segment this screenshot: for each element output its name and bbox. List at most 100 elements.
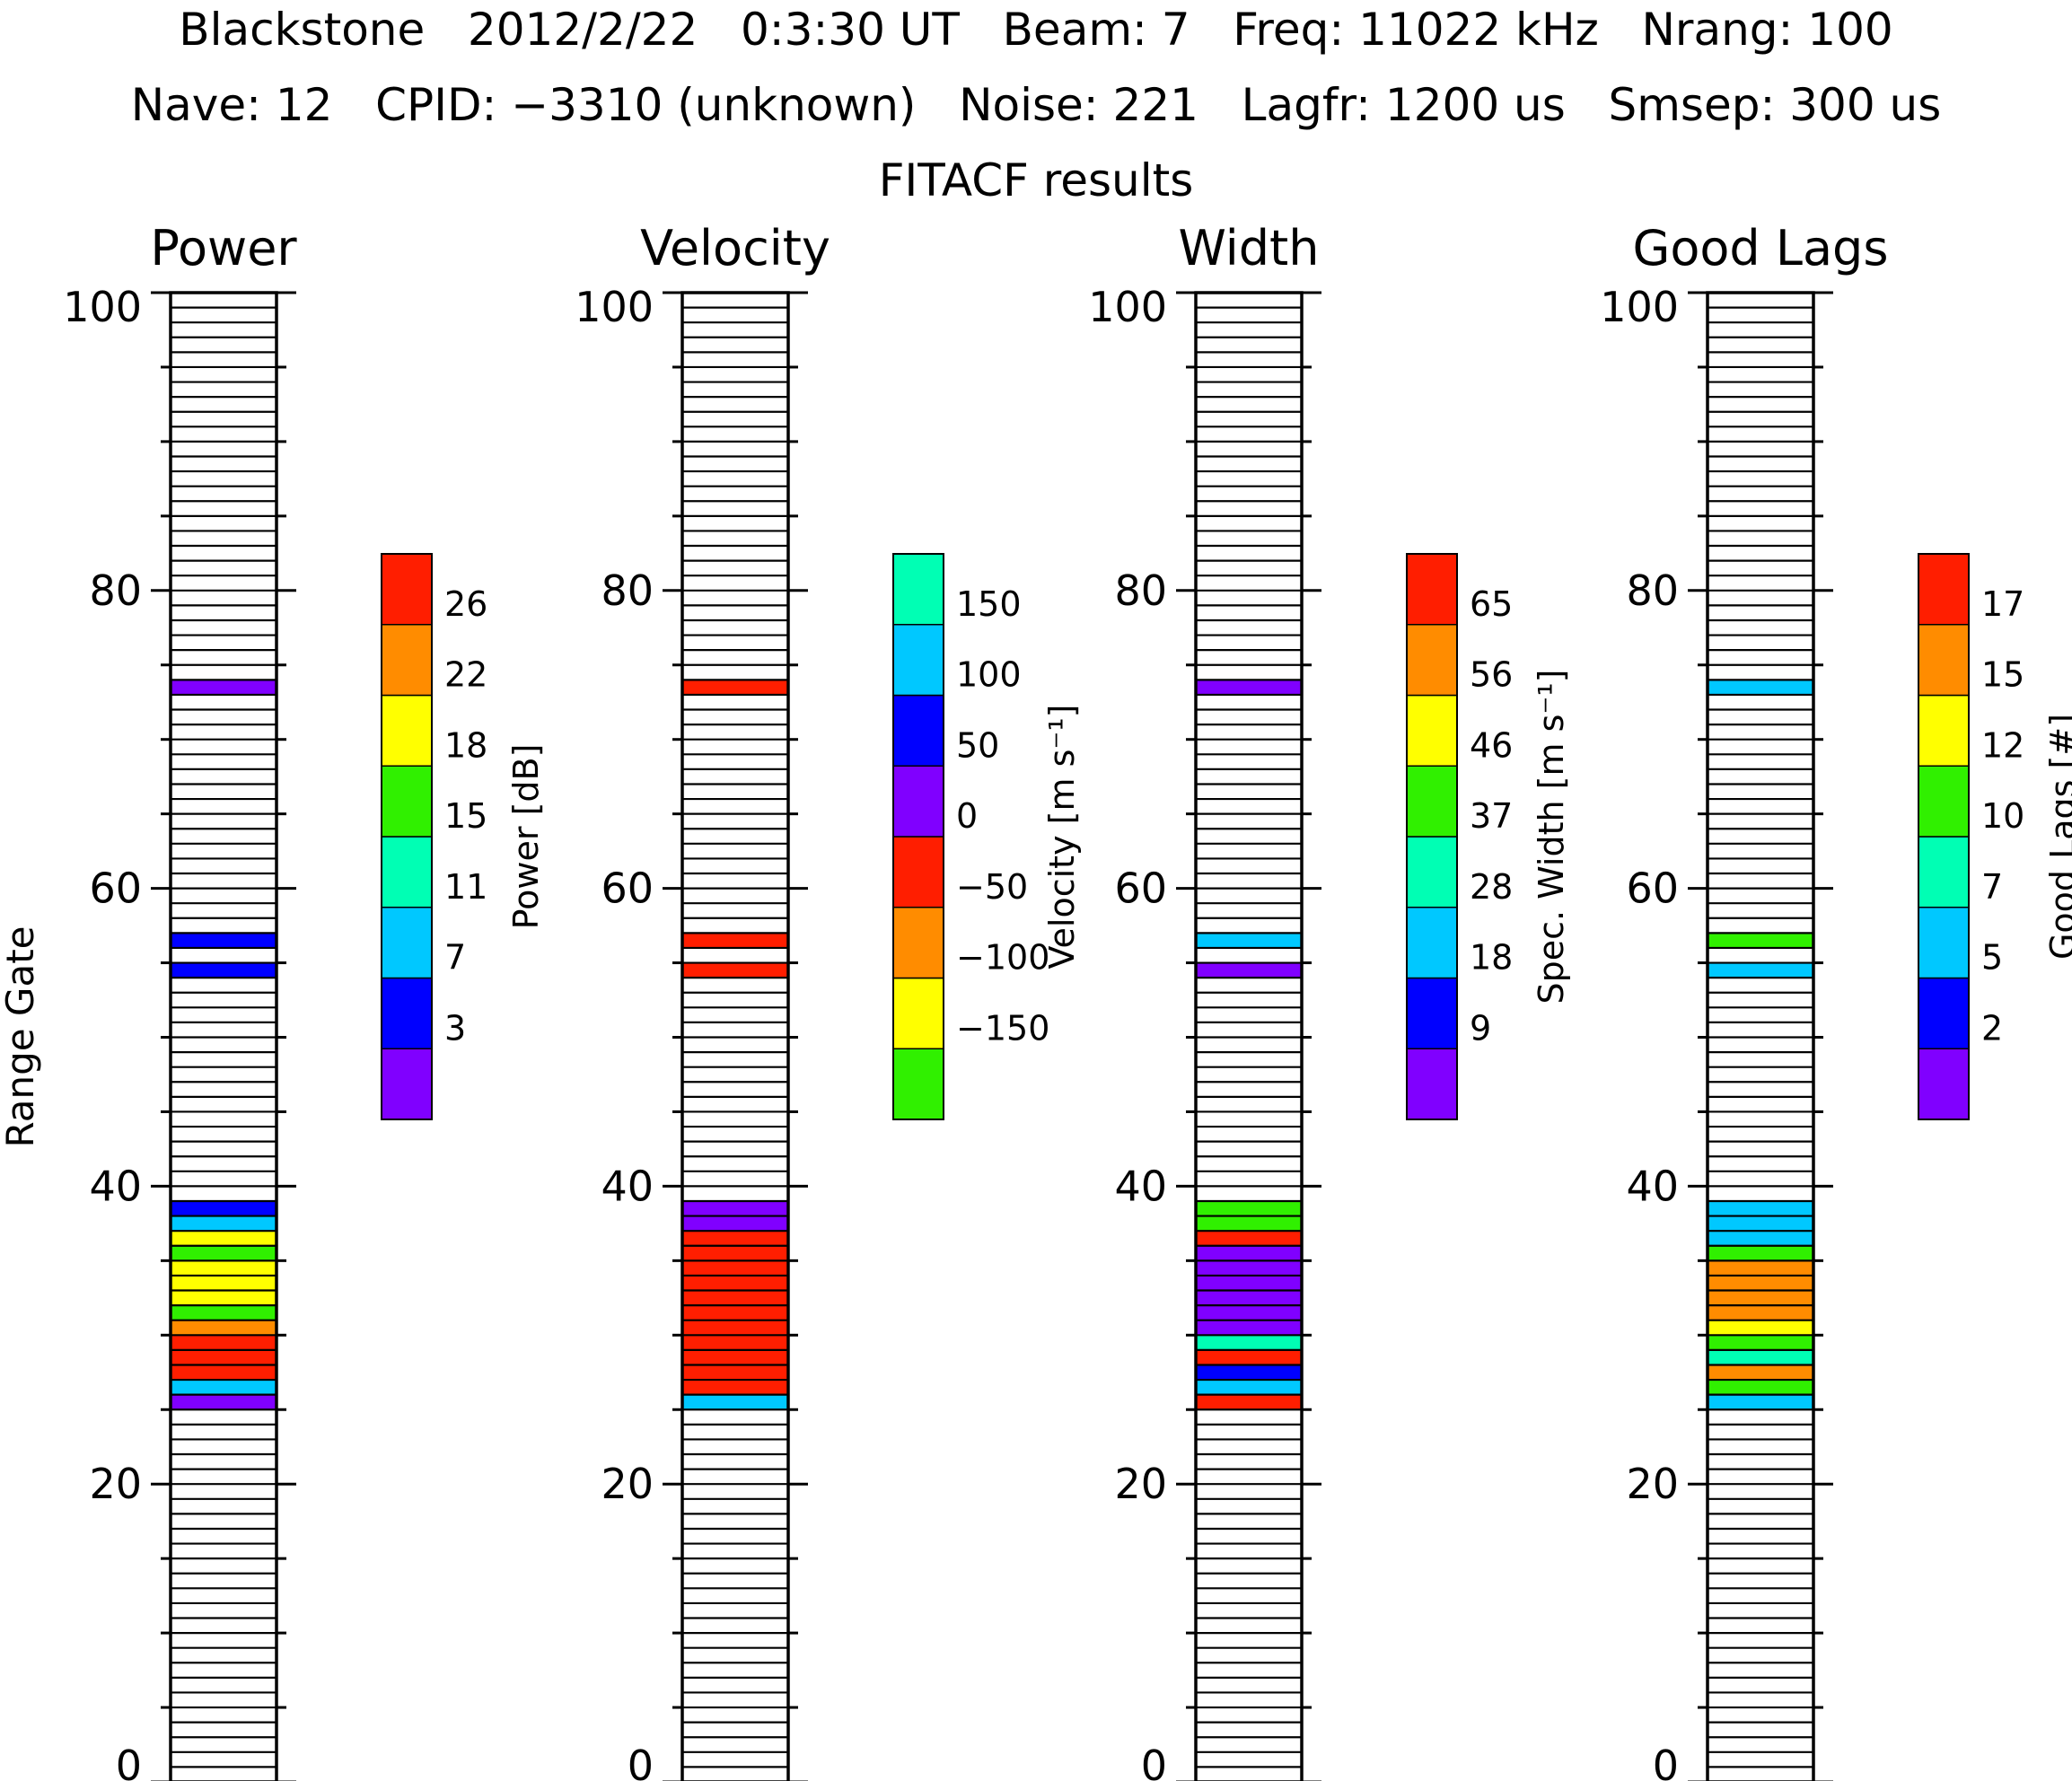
colorbar-frame — [381, 553, 433, 1120]
colorbar-segment — [892, 624, 944, 697]
panel-title: Power — [150, 220, 297, 276]
header-line-1: Blackstone 2012/2/22 0:3:30 UT Beam: 7 F… — [179, 4, 1892, 56]
colorbar-tick-label: 7 — [444, 938, 466, 978]
gate-cell — [171, 1320, 277, 1336]
gate-cell — [1196, 1394, 1302, 1410]
y-tick-label: 40 — [601, 1162, 654, 1210]
colorbar-tick-label: 0 — [956, 796, 978, 836]
colorbar: 3 7 11 15 18 22 26 Power [dB] — [381, 553, 546, 1120]
gate-cell — [171, 1200, 277, 1216]
y-tick-label: 20 — [601, 1460, 654, 1508]
gate-cell — [682, 680, 788, 695]
gate-cell — [682, 1380, 788, 1395]
gate-cell — [1708, 1215, 1813, 1232]
colorbar-tick-label: −100 — [956, 938, 1049, 978]
colorbar-segment — [1406, 977, 1458, 1049]
gate-cell — [1708, 1245, 1813, 1261]
colorbar-segment — [892, 765, 944, 838]
colorbar-segment — [1918, 694, 1970, 767]
colorbar-segment — [1918, 765, 1970, 838]
colorbar-segment — [892, 836, 944, 908]
colorbar-tick-label: 17 — [1981, 584, 2024, 624]
colorbar-segment — [1918, 1048, 1970, 1120]
colorbar-label: Velocity [m s⁻¹] — [1042, 705, 1082, 969]
gate-cell — [171, 1275, 277, 1291]
gate-cell — [171, 1305, 277, 1320]
y-tick-label: 20 — [1114, 1460, 1167, 1508]
gate-cell — [682, 962, 788, 978]
colorbar-tick-label: 50 — [956, 725, 999, 765]
header: Blackstone 2012/2/22 0:3:30 UT Beam: 7 F… — [131, 4, 1942, 206]
y-tick-label: 100 — [1088, 283, 1167, 331]
gate-cell — [682, 1275, 788, 1291]
colorbar-segment — [1406, 907, 1458, 979]
header-line-3: FITACF results — [879, 154, 1194, 206]
gate-cell — [1196, 1335, 1302, 1350]
colorbar-segment — [892, 1048, 944, 1120]
gate-cell — [1196, 1275, 1302, 1291]
colorbar-tick-label: 7 — [1981, 867, 2003, 907]
colorbar-segment — [1918, 553, 1970, 626]
gate-cell — [1708, 1394, 1813, 1410]
gate-cell — [1708, 1260, 1813, 1276]
y-tick-label: 100 — [575, 283, 654, 331]
gate-cell — [1196, 1320, 1302, 1336]
colorbar-tick-label: 100 — [956, 655, 1022, 695]
colorbar-segment — [381, 694, 433, 767]
gate-cell — [682, 1364, 788, 1381]
y-tick-label: 0 — [116, 1742, 142, 1781]
colorbar-segment — [381, 907, 433, 979]
gate-cell — [1196, 1245, 1302, 1261]
colorbar-tick-label: 9 — [1470, 1008, 1491, 1048]
y-tick-label: 100 — [1600, 283, 1679, 331]
gate-cell — [1196, 1231, 1302, 1246]
gate-cell — [1708, 680, 1813, 695]
gate-cell — [171, 933, 277, 948]
y-tick-label: 0 — [628, 1742, 654, 1781]
y-tick-label: 40 — [89, 1162, 142, 1210]
colorbar-segment — [1918, 907, 1970, 979]
gate-cell — [171, 1215, 277, 1232]
y-tick-label: 20 — [1626, 1460, 1679, 1508]
y-tick-label: 60 — [1626, 864, 1679, 913]
colorbar-frame — [892, 553, 944, 1120]
colorbar: 2 5 7 10 12 15 17 Good Lags [#] — [1918, 553, 2072, 1120]
gate-cell — [171, 1231, 277, 1246]
panel-width: Width 0 20 40 60 80 100 9 18 28 37 46 56 65 Spec. Widt… — [1088, 220, 1571, 1781]
colorbar-tick-label: 46 — [1470, 725, 1513, 765]
y-tick-label: 0 — [1653, 1742, 1679, 1781]
gate-cell — [1196, 1215, 1302, 1232]
gate-cell — [171, 1335, 277, 1350]
colorbar-tick-label: 12 — [1981, 725, 2024, 765]
colorbar-segment — [381, 1048, 433, 1120]
header-line-2: Nave: 12 CPID: −3310 (unknown) Noise: 22… — [131, 79, 1942, 131]
gate-cell — [682, 1394, 788, 1410]
gate-cell — [1196, 1260, 1302, 1276]
colorbar-tick-label: 2 — [1981, 1008, 2003, 1048]
gate-cell — [1196, 680, 1302, 695]
colorbar-segment — [381, 624, 433, 697]
gate-cell — [171, 1394, 277, 1410]
colorbar-tick-label: 15 — [1981, 655, 2024, 695]
gate-cell — [1196, 933, 1302, 948]
colorbar-tick-label: 3 — [444, 1008, 466, 1048]
colorbar-tick-label: −50 — [956, 867, 1028, 907]
colorbar-segment — [1406, 836, 1458, 908]
y-tick-label: 100 — [63, 283, 142, 331]
colorbar-tick-label: 5 — [1981, 938, 2003, 978]
panel-title: Velocity — [640, 220, 830, 276]
gate-cell — [1708, 1320, 1813, 1336]
gate-cell — [171, 1380, 277, 1395]
y-tick-label: 60 — [601, 864, 654, 913]
gate-cell — [1196, 1305, 1302, 1320]
gate-cell — [682, 1215, 788, 1232]
colorbar-label: Power [dB] — [506, 744, 546, 930]
colorbar-segment — [1406, 694, 1458, 767]
colorbar-segment — [381, 765, 433, 838]
gate-cell — [1708, 933, 1813, 948]
gate-cell — [682, 1349, 788, 1365]
gate-cell — [1708, 962, 1813, 978]
gate-cell — [1708, 1349, 1813, 1365]
gate-cell — [682, 933, 788, 948]
gate-cell — [1196, 1200, 1302, 1216]
